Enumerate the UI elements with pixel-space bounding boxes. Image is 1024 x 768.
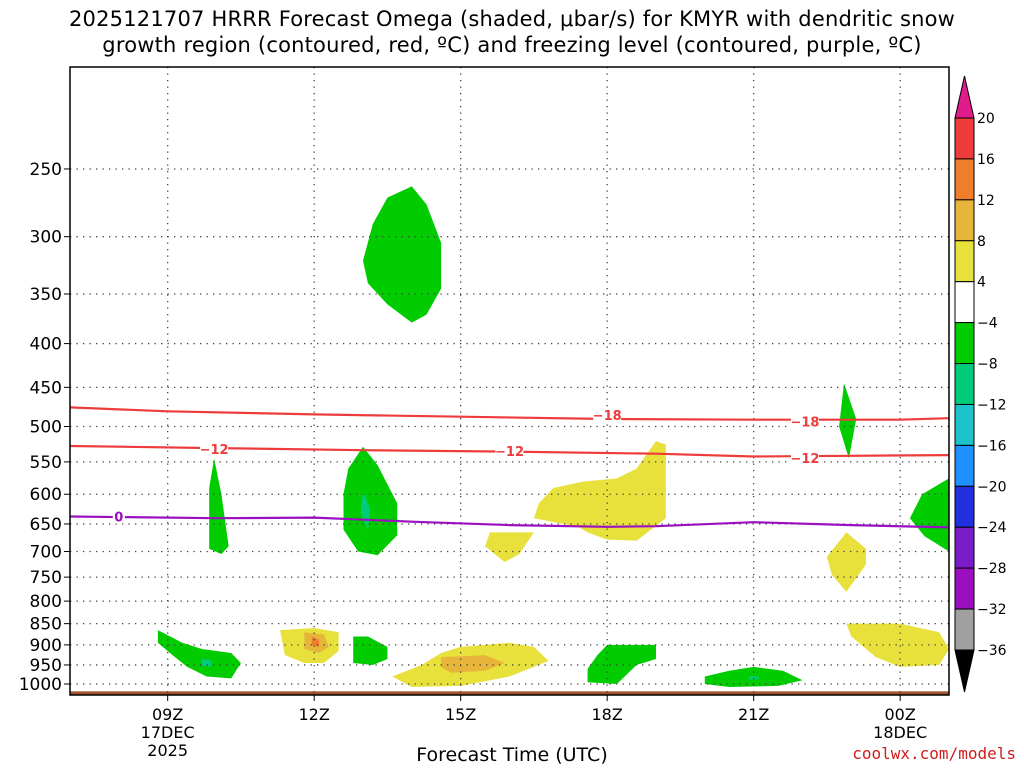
x-tick-date-00Z: 18DEC: [873, 723, 927, 742]
y-tick-label-700: 700: [30, 543, 62, 563]
contour-label-bg-2: [200, 440, 229, 456]
colorbar-label-7: −12: [977, 397, 1007, 413]
colorbar-top-arrow: [954, 75, 975, 119]
colorbar-band-11: [954, 567, 975, 610]
colorbar-band-8: [954, 444, 975, 487]
contour-label-3: −12: [495, 445, 524, 460]
contour-line-1: [70, 444, 949, 458]
colorbar-band-4: [954, 281, 975, 324]
axes-layer: 2503003504004505005506006507007508008509…: [19, 66, 950, 760]
omega-region-7: [201, 659, 212, 667]
omega-shading-layer: [70, 186, 949, 695]
x-tick-date-09Z: 17DEC: [141, 723, 195, 742]
x-axis-title: Forecast Time (UTC): [416, 744, 608, 766]
omega-region-6: [157, 630, 241, 679]
colorbar-label-12: −32: [977, 602, 1007, 618]
contour-label-2: −12: [200, 443, 229, 458]
x-tick-year-09Z: 2025: [147, 741, 188, 760]
colorbar-band-10: [954, 526, 975, 569]
colorbar-label-4: 4: [977, 275, 986, 291]
contour-line-0: [70, 406, 949, 421]
x-tick-label-12Z: 12Z: [299, 705, 330, 724]
chart-title-line1: 2025121707 HRRR Forecast Omega (shaded, …: [68, 7, 956, 31]
y-tick-label-850: 850: [30, 615, 62, 635]
y-tick-label-300: 300: [30, 228, 62, 248]
colorbar-label-10: −24: [977, 520, 1007, 536]
contour-label-5: 0: [114, 510, 123, 525]
contour-label-bg-1: [790, 413, 819, 429]
y-tick-label-550: 550: [30, 453, 62, 473]
colorbar-label-9: −20: [977, 479, 1007, 495]
chart-title-line2: growth region (contoured, red, ºC) and f…: [102, 33, 922, 57]
x-tick-label-21Z: 21Z: [738, 705, 769, 724]
contour-label-0: −18: [593, 409, 622, 424]
colorbar-band-2: [954, 199, 975, 242]
omega-region-1: [209, 458, 229, 555]
colorbar-band-3: [954, 240, 975, 283]
omega-region-14: [826, 532, 866, 592]
omega-region-13: [485, 532, 534, 562]
contour-label-bg-3: [495, 442, 524, 458]
contour-label-4: −12: [790, 452, 819, 467]
omega-region-9: [587, 644, 656, 684]
colorbar-band-9: [954, 485, 975, 528]
y-tick-label-350: 350: [30, 285, 62, 305]
colorbar-label-13: −36: [977, 643, 1007, 659]
y-tick-label-800: 800: [30, 592, 62, 612]
y-tick-label-400: 400: [30, 335, 62, 355]
colorbar-label-3: 8: [977, 234, 986, 250]
colorbar-band-1: [954, 158, 975, 201]
y-tick-label-600: 600: [30, 485, 62, 505]
colorbar-label-6: −8: [977, 357, 998, 373]
colorbar-bottom-arrow: [954, 649, 975, 693]
omega-region-4: [839, 383, 857, 459]
ground-band: [70, 691, 949, 695]
omega-region-8: [353, 636, 388, 665]
colorbar-band-0: [954, 117, 975, 160]
y-tick-label-450: 450: [30, 378, 62, 398]
x-tick-label-15Z: 15Z: [445, 705, 476, 724]
x-tick-label-18Z: 18Z: [592, 705, 623, 724]
contour-layer: −18 −18 −12 −12 −12 0: [70, 406, 949, 529]
omega-region-12: [533, 441, 666, 541]
colorbar-label-8: −16: [977, 438, 1007, 454]
y-tick-label-950: 950: [30, 656, 62, 676]
credit-link[interactable]: coolwx.com/models: [852, 744, 1016, 763]
colorbar-label-2: 12: [977, 193, 995, 209]
contour-line-2: [70, 515, 949, 529]
y-tick-label-250: 250: [30, 160, 62, 180]
colorbar-band-6: [954, 363, 975, 405]
y-tick-label-750: 750: [30, 568, 62, 588]
colorbar-band-5: [954, 322, 975, 365]
colorbar: 20 16 12 8 4 −4 −8 −12 −16 −20 −24 −28 −32 −36: [954, 75, 1007, 693]
colorbar-label-0: 20: [977, 111, 995, 127]
y-tick-label-900: 900: [30, 636, 62, 656]
x-tick-label-00Z: 00Z: [885, 705, 916, 724]
y-tick-label-1000: 1000: [19, 675, 62, 695]
contour-label-1: −18: [790, 415, 819, 430]
omega-region-0: [363, 186, 442, 323]
y-tick-label-500: 500: [30, 417, 62, 437]
contour-label-bg-0: [593, 407, 622, 423]
omega-region-2: [343, 446, 398, 556]
omega-region-5: [909, 478, 949, 552]
colorbar-band-7: [954, 403, 975, 446]
colorbar-band-12: [954, 608, 975, 651]
contour-label-bg-5: [112, 508, 125, 524]
colorbar-label-5: −4: [977, 316, 998, 332]
colorbar-label-11: −28: [977, 561, 1007, 577]
chart-title: 2025121707 HRRR Forecast Omega (shaded, …: [0, 6, 1024, 58]
omega-region-20: [441, 655, 505, 673]
plot-frame: [69, 66, 950, 696]
omega-region-15: [846, 623, 949, 667]
x-tick-label-09Z: 09Z: [152, 705, 183, 724]
contour-label-bg-4: [790, 449, 819, 465]
y-tick-label-650: 650: [30, 515, 62, 535]
grid-layer: [70, 67, 949, 695]
colorbar-label-1: 16: [977, 152, 995, 168]
